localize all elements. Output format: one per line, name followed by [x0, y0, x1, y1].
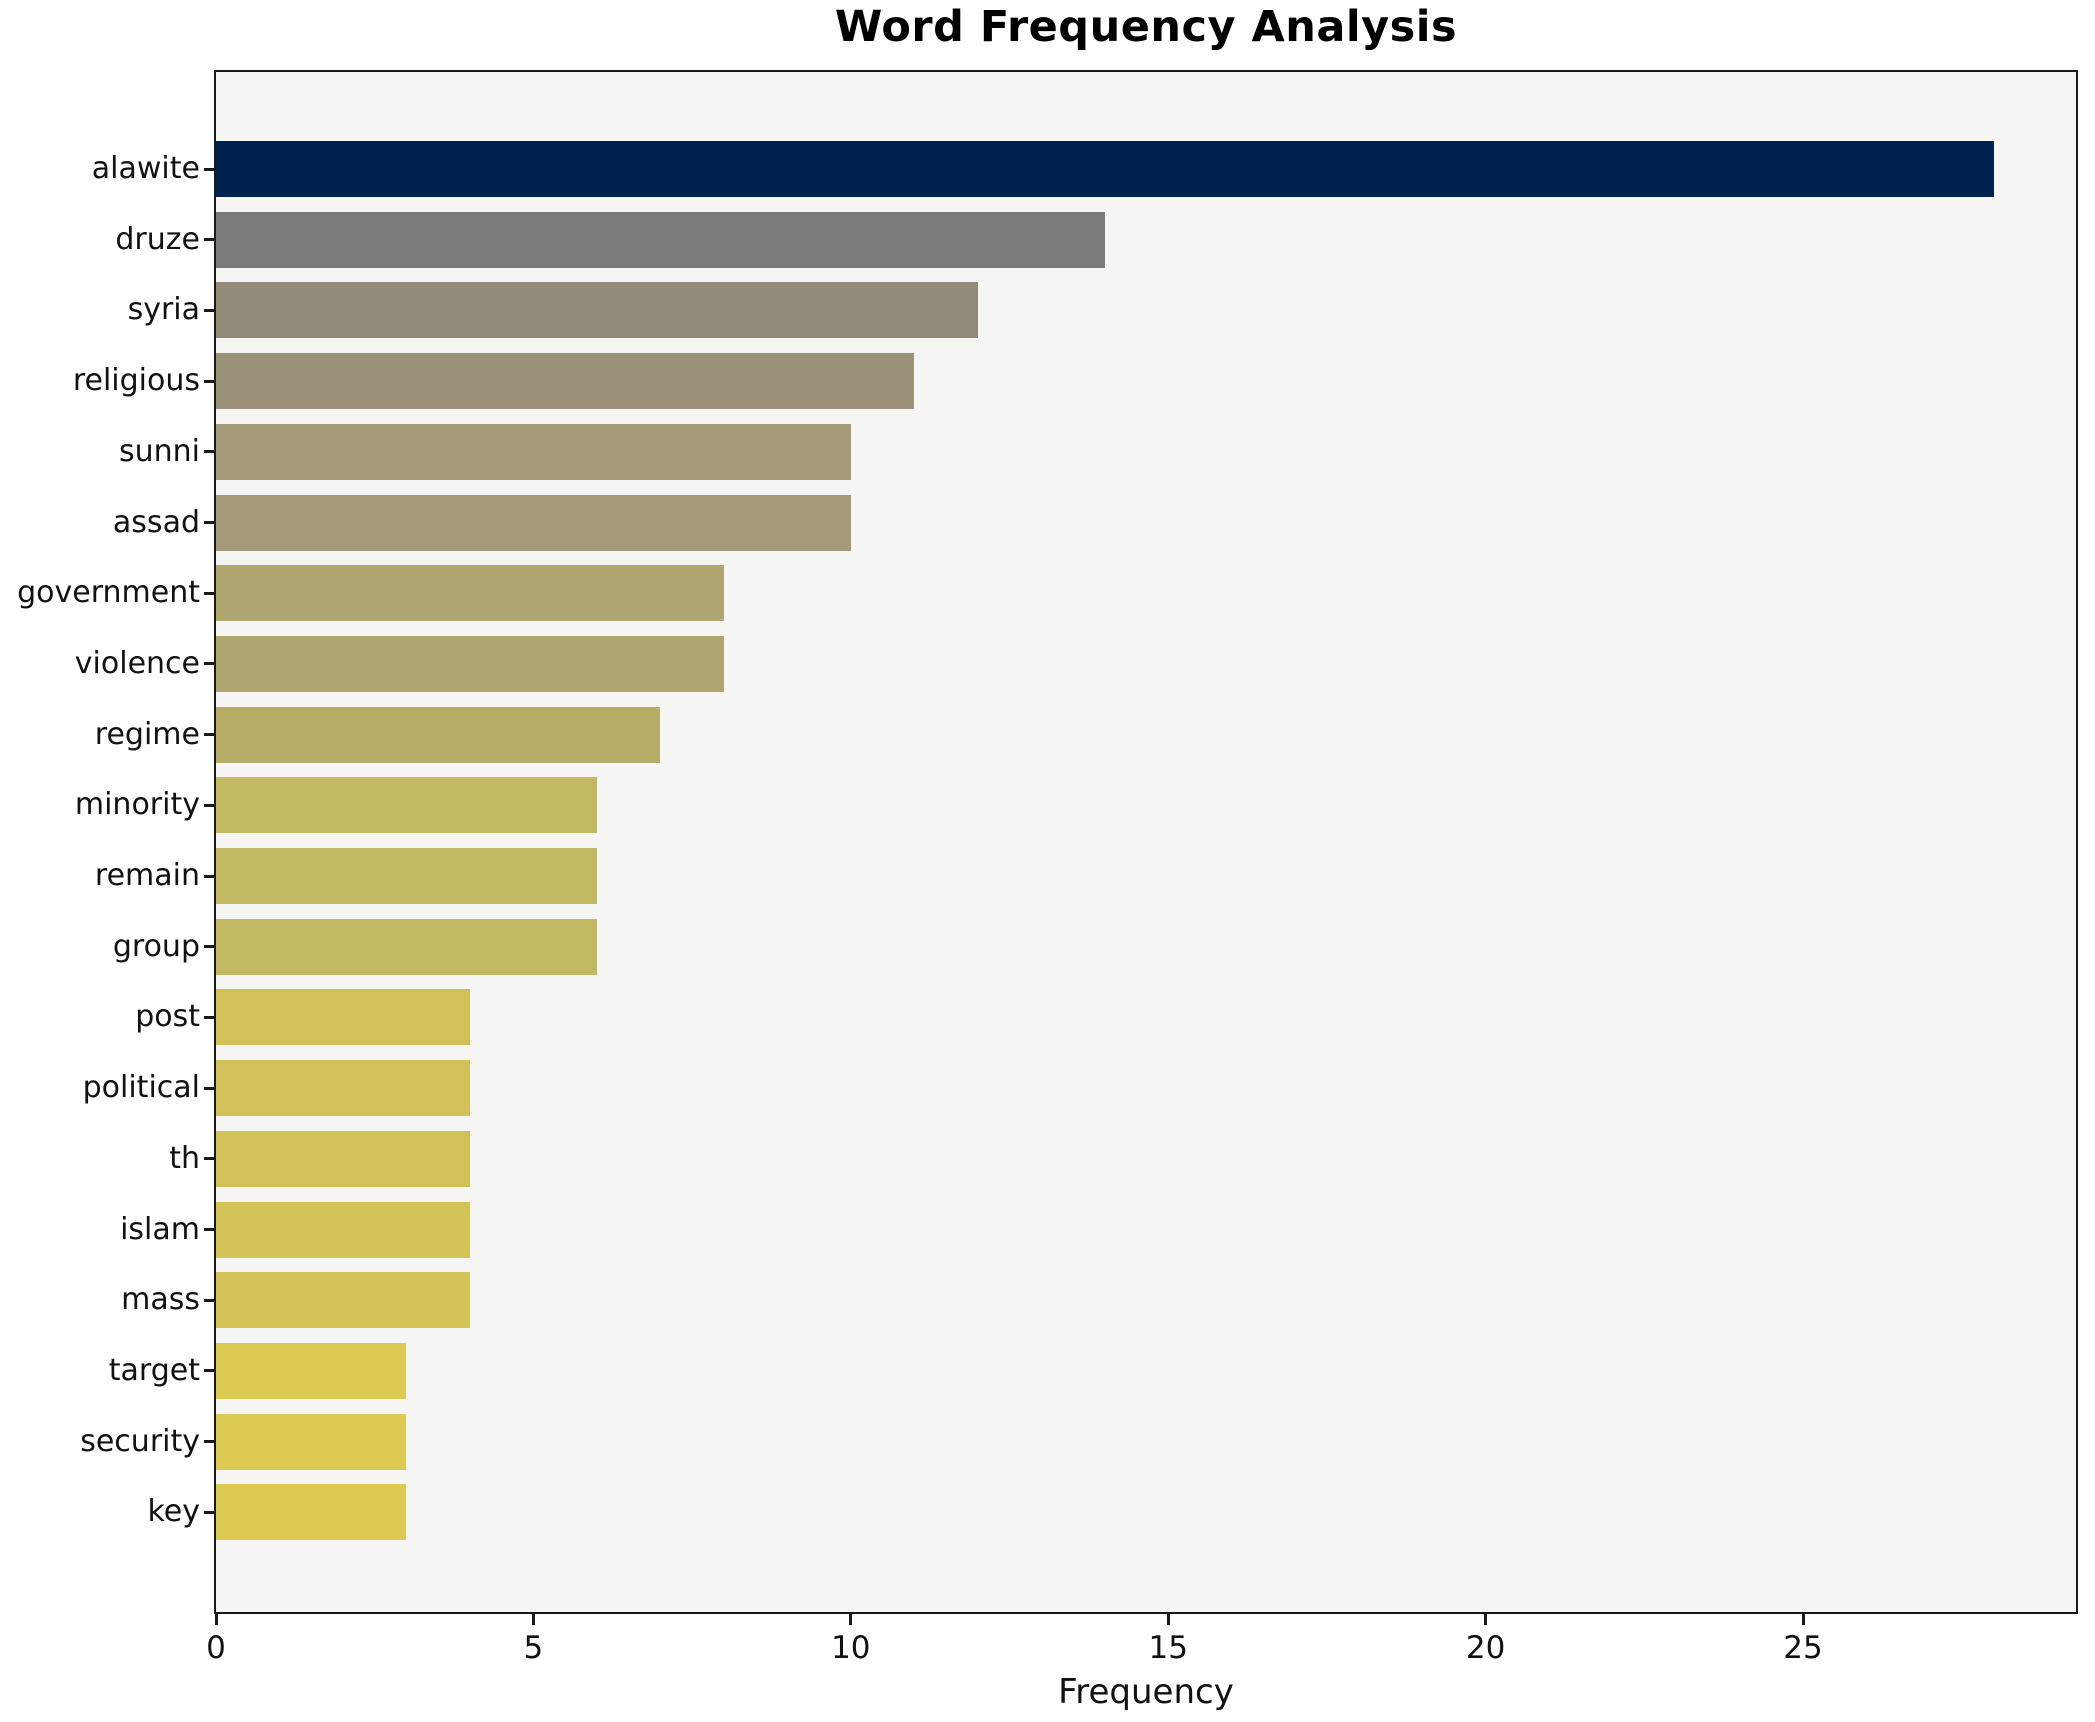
y-tick-label-sunni: sunni: [118, 433, 200, 469]
x-tick-label-20: 20: [1465, 1630, 1506, 1666]
y-tick-label-syria: syria: [127, 292, 200, 328]
bar-th: [216, 1130, 470, 1187]
y-tick-label-mass: mass: [121, 1282, 200, 1318]
bar-syria: [216, 282, 978, 339]
y-tick-mark-assad: [204, 521, 214, 524]
x-axis-title: Frequency: [1058, 1672, 1234, 1712]
x-tick-mark-10: [849, 1614, 853, 1625]
y-tick-mark-key: [204, 1510, 214, 1514]
x-tick-label-0: 0: [206, 1630, 226, 1666]
y-tick-mark-political: [204, 1086, 214, 1090]
y-tick-mark-sunni: [204, 450, 214, 454]
y-tick-label-violence: violence: [74, 645, 200, 681]
y-tick-mark-remain: [204, 874, 214, 878]
y-tick-mark-islam: [204, 1228, 214, 1231]
bar-islam: [216, 1201, 470, 1258]
y-tick-mark-government: [204, 591, 214, 595]
plot-area: [214, 70, 2078, 1614]
y-tick-label-islam: islam: [120, 1211, 200, 1247]
bar-assad: [216, 494, 851, 551]
bar-group: [216, 918, 597, 975]
y-tick-mark-religious: [204, 379, 214, 383]
x-tick-mark-15: [1166, 1614, 1170, 1625]
x-tick-mark-20: [1484, 1614, 1488, 1625]
y-tick-label-druze: druze: [115, 221, 200, 257]
y-tick-label-key: key: [147, 1494, 200, 1530]
x-tick-label-25: 25: [1783, 1630, 1823, 1666]
bar-government: [216, 565, 724, 622]
bar-minority: [216, 777, 597, 834]
y-tick-label-target: target: [108, 1352, 200, 1388]
y-tick-label-minority: minority: [74, 787, 200, 823]
y-tick-mark-violence: [204, 662, 214, 666]
bar-druze: [216, 211, 1105, 268]
y-tick-label-security: security: [80, 1423, 200, 1459]
y-tick-mark-druze: [204, 238, 214, 242]
bar-regime: [216, 706, 661, 763]
bar-alawite: [216, 141, 1994, 197]
bar-violence: [216, 635, 724, 692]
x-tick-mark-5: [531, 1614, 535, 1625]
y-tick-mark-mass: [204, 1298, 214, 1302]
y-tick-label-assad: assad: [112, 504, 200, 540]
y-tick-label-th: th: [169, 1140, 200, 1176]
y-tick-mark-target: [204, 1369, 214, 1373]
y-tick-label-post: post: [135, 999, 200, 1035]
x-tick-label-15: 15: [1148, 1630, 1188, 1666]
y-tick-mark-post: [204, 1015, 214, 1019]
x-tick-mark-25: [1801, 1614, 1805, 1625]
y-tick-label-group: group: [112, 928, 200, 964]
bar-security: [216, 1413, 407, 1470]
x-tick-mark-0: [214, 1614, 218, 1625]
y-tick-mark-syria: [204, 308, 214, 312]
y-tick-mark-minority: [204, 803, 214, 807]
y-tick-mark-group: [204, 945, 214, 949]
bar-religious: [216, 353, 915, 410]
bar-target: [216, 1342, 407, 1399]
y-tick-label-regime: regime: [94, 716, 200, 752]
bar-sunni: [216, 423, 851, 480]
y-tick-mark-regime: [204, 733, 214, 737]
bar-key: [216, 1484, 407, 1541]
chart-title: Word Frequency Analysis: [834, 2, 1458, 52]
bar-post: [216, 989, 470, 1046]
y-tick-label-political: political: [82, 1070, 200, 1106]
y-tick-mark-th: [204, 1157, 214, 1161]
y-tick-label-remain: remain: [94, 858, 200, 893]
x-tick-label-5: 5: [523, 1630, 544, 1666]
bar-political: [216, 1060, 470, 1117]
y-tick-label-religious: religious: [72, 363, 200, 399]
y-tick-label-government: government: [17, 575, 200, 611]
y-tick-mark-security: [204, 1440, 214, 1444]
bar-remain: [216, 848, 597, 904]
y-tick-mark-alawite: [204, 167, 214, 171]
y-tick-label-alawite: alawite: [91, 151, 200, 186]
x-tick-label-10: 10: [831, 1630, 871, 1666]
bar-mass: [216, 1272, 470, 1329]
